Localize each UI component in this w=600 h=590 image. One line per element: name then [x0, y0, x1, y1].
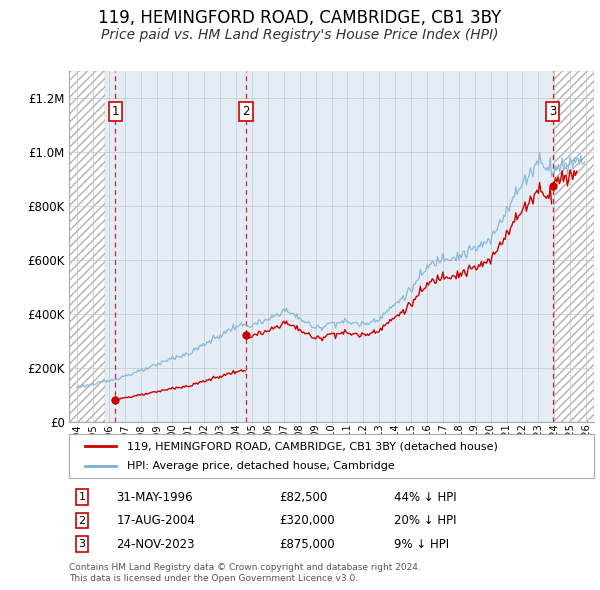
Bar: [69, 71, 105, 422]
Text: 1: 1: [79, 492, 86, 502]
Text: 17-AUG-2004: 17-AUG-2004: [116, 514, 195, 527]
Text: 3: 3: [549, 104, 556, 117]
Text: 44% ↓ HPI: 44% ↓ HPI: [395, 490, 457, 504]
Bar: [554, 71, 594, 422]
Text: Price paid vs. HM Land Registry's House Price Index (HPI): Price paid vs. HM Land Registry's House …: [101, 28, 499, 42]
Text: 2: 2: [242, 104, 250, 117]
Text: 119, HEMINGFORD ROAD, CAMBRIDGE, CB1 3BY: 119, HEMINGFORD ROAD, CAMBRIDGE, CB1 3BY: [98, 9, 502, 28]
Text: HPI: Average price, detached house, Cambridge: HPI: Average price, detached house, Camb…: [127, 461, 395, 470]
Text: £82,500: £82,500: [279, 490, 327, 504]
Text: 119, HEMINGFORD ROAD, CAMBRIDGE, CB1 3BY (detached house): 119, HEMINGFORD ROAD, CAMBRIDGE, CB1 3BY…: [127, 441, 497, 451]
Text: 9% ↓ HPI: 9% ↓ HPI: [395, 537, 449, 551]
Text: £320,000: £320,000: [279, 514, 335, 527]
Text: 1: 1: [112, 104, 119, 117]
Text: 3: 3: [79, 539, 86, 549]
Text: £875,000: £875,000: [279, 537, 335, 551]
Bar: [105, 71, 554, 422]
Text: Contains HM Land Registry data © Crown copyright and database right 2024.
This d: Contains HM Land Registry data © Crown c…: [69, 563, 421, 583]
Text: 31-MAY-1996: 31-MAY-1996: [116, 490, 193, 504]
Text: 2: 2: [79, 516, 86, 526]
Text: 20% ↓ HPI: 20% ↓ HPI: [395, 514, 457, 527]
Text: 24-NOV-2023: 24-NOV-2023: [116, 537, 195, 551]
